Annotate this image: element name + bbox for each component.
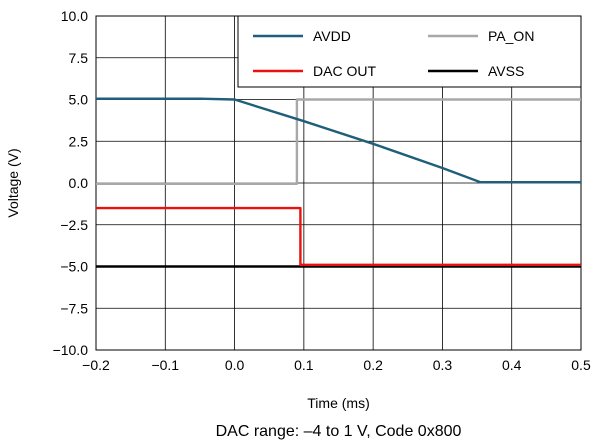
legend: AVDD PA_ON DAC OUT AVSS <box>237 15 582 88</box>
x-axis-label: Time (ms) <box>307 395 369 411</box>
x-tick-label: 0.0 <box>225 357 245 373</box>
y-tick-label: −7.5 <box>60 300 88 316</box>
y-tick-label: 7.5 <box>69 50 89 66</box>
legend-label: PA_ON <box>488 28 534 44</box>
x-tick-label: 0.2 <box>363 357 383 373</box>
legend-label: AVSS <box>488 63 524 79</box>
y-tick-label: −10.0 <box>53 342 89 358</box>
x-tick-label: 0.1 <box>294 357 314 373</box>
chart-caption: DAC range: –4 to 1 V, Code 0x800 <box>216 423 462 440</box>
y-tick-label: −5.0 <box>60 259 88 275</box>
x-tick-label: 0.5 <box>571 357 591 373</box>
x-tick-label: 0.3 <box>433 357 453 373</box>
y-axis-label: Voltage (V) <box>5 148 21 217</box>
y-tick-label: 0.0 <box>69 175 89 191</box>
legend-label: DAC OUT <box>313 63 376 79</box>
tick-labels: −0.2 −0.1 0.0 0.1 0.2 0.3 0.4 0.5 10.0 7.5 5.0 2.5 0… <box>53 8 591 373</box>
series-line-dac-out <box>96 206 581 266</box>
series-line-pa-on <box>96 98 581 186</box>
y-tick-label: 2.5 <box>69 133 89 149</box>
series-line-avdd <box>96 97 581 184</box>
legend-box <box>237 15 582 88</box>
y-tick-label: −2.5 <box>60 217 88 233</box>
series-lines <box>96 97 581 268</box>
x-tick-label: −0.2 <box>82 357 110 373</box>
legend-label: AVDD <box>313 28 351 44</box>
x-tick-label: −0.1 <box>151 357 179 373</box>
y-tick-label: 5.0 <box>69 92 89 108</box>
y-tick-label: 10.0 <box>61 8 88 24</box>
x-tick-label: 0.4 <box>502 357 522 373</box>
